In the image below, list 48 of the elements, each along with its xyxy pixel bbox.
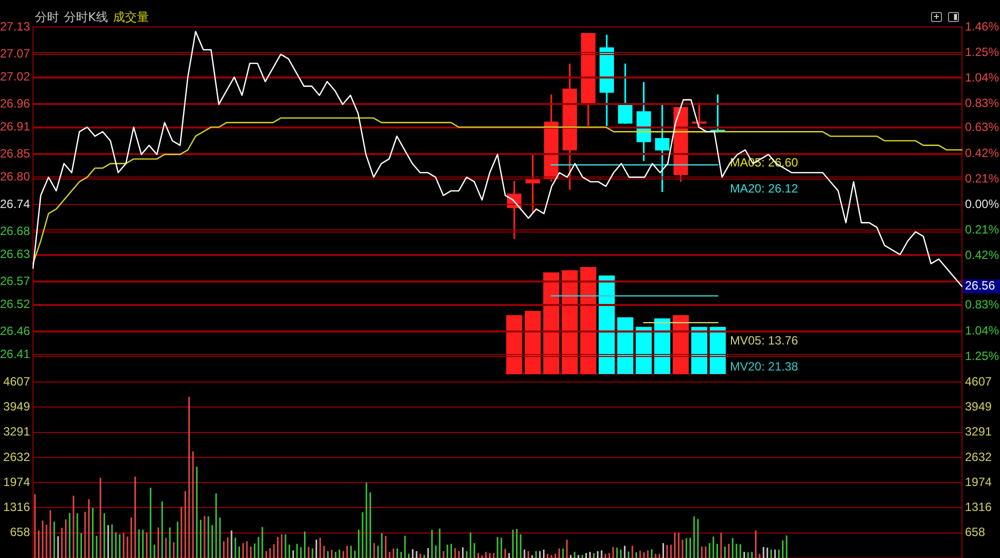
text: MV20: 21.38 — [730, 359, 798, 374]
y2-tick-label: 1.46% — [965, 19, 1000, 34]
y2-tick-label: 1.04% — [965, 70, 1000, 84]
y-tick-label: 1974 — [3, 474, 30, 489]
y2-tick-label: 4607 — [965, 374, 992, 388]
y2-tick-label: 0.21% — [965, 171, 1000, 186]
y2-tick-label: 0.21% — [965, 222, 1000, 236]
y-tick-label: 26.85 — [0, 146, 30, 161]
y-tick-label: 1316 — [3, 500, 30, 514]
y-tick-label: 26.52 — [0, 296, 30, 311]
y2-tick-label: 1.25% — [965, 348, 1000, 363]
y2-tick-label: 3949 — [965, 399, 992, 414]
y2-tick-label: 0.42% — [965, 248, 1000, 262]
y2-tick-label: 1.25% — [965, 44, 1000, 59]
y2-tick-label: 1316 — [965, 500, 992, 514]
y-tick-label: 26.68 — [0, 224, 30, 238]
y-tick-label: 3291 — [3, 424, 30, 439]
annotation: 26.56 — [965, 278, 996, 293]
y2-tick-label: 3291 — [965, 424, 992, 439]
y2-tick-label: 0.00% — [965, 196, 1000, 211]
series-label: MA20: 26.12 — [730, 181, 798, 196]
y-tick-label: 26.41 — [0, 347, 30, 362]
y-tick-label: 658 — [10, 525, 30, 540]
y-tick-label: 26.46 — [0, 324, 30, 338]
y2-tick-label: 0.83% — [965, 298, 1000, 312]
y-tick-label: 26.91 — [0, 119, 30, 134]
text: 成交量 — [112, 10, 149, 24]
y2-tick-label: 1.04% — [965, 323, 1000, 338]
y-tick-label: 26.96 — [0, 96, 30, 111]
y-tick-label: 4607 — [3, 374, 30, 388]
y-tick-label: 3949 — [3, 399, 30, 414]
y-tick-label: 26.57 — [0, 274, 30, 288]
y-tick-label: 2632 — [3, 450, 30, 464]
y2-tick-label: 0.83% — [965, 96, 1000, 110]
y-tick-label: 27.13 — [0, 19, 30, 34]
y-tick-label: 27.07 — [0, 46, 30, 61]
y-tick-label: 26.74 — [0, 196, 30, 211]
y-tick-label: 27.02 — [0, 69, 30, 84]
y2-tick-label: 0.42% — [965, 146, 1000, 160]
text: 分时 — [35, 10, 59, 24]
y2-tick-label: 1974 — [965, 474, 992, 489]
y2-tick-label: 0.63% — [965, 120, 1000, 134]
text: 分时K线 — [64, 10, 108, 24]
y-tick-label: 26.80 — [0, 170, 30, 184]
y2-tick-label: 658 — [965, 525, 986, 540]
y-tick-label: 26.63 — [0, 246, 30, 261]
series-label: MV05: 13.76 — [730, 333, 798, 348]
y2-tick-label: 2632 — [965, 450, 992, 464]
